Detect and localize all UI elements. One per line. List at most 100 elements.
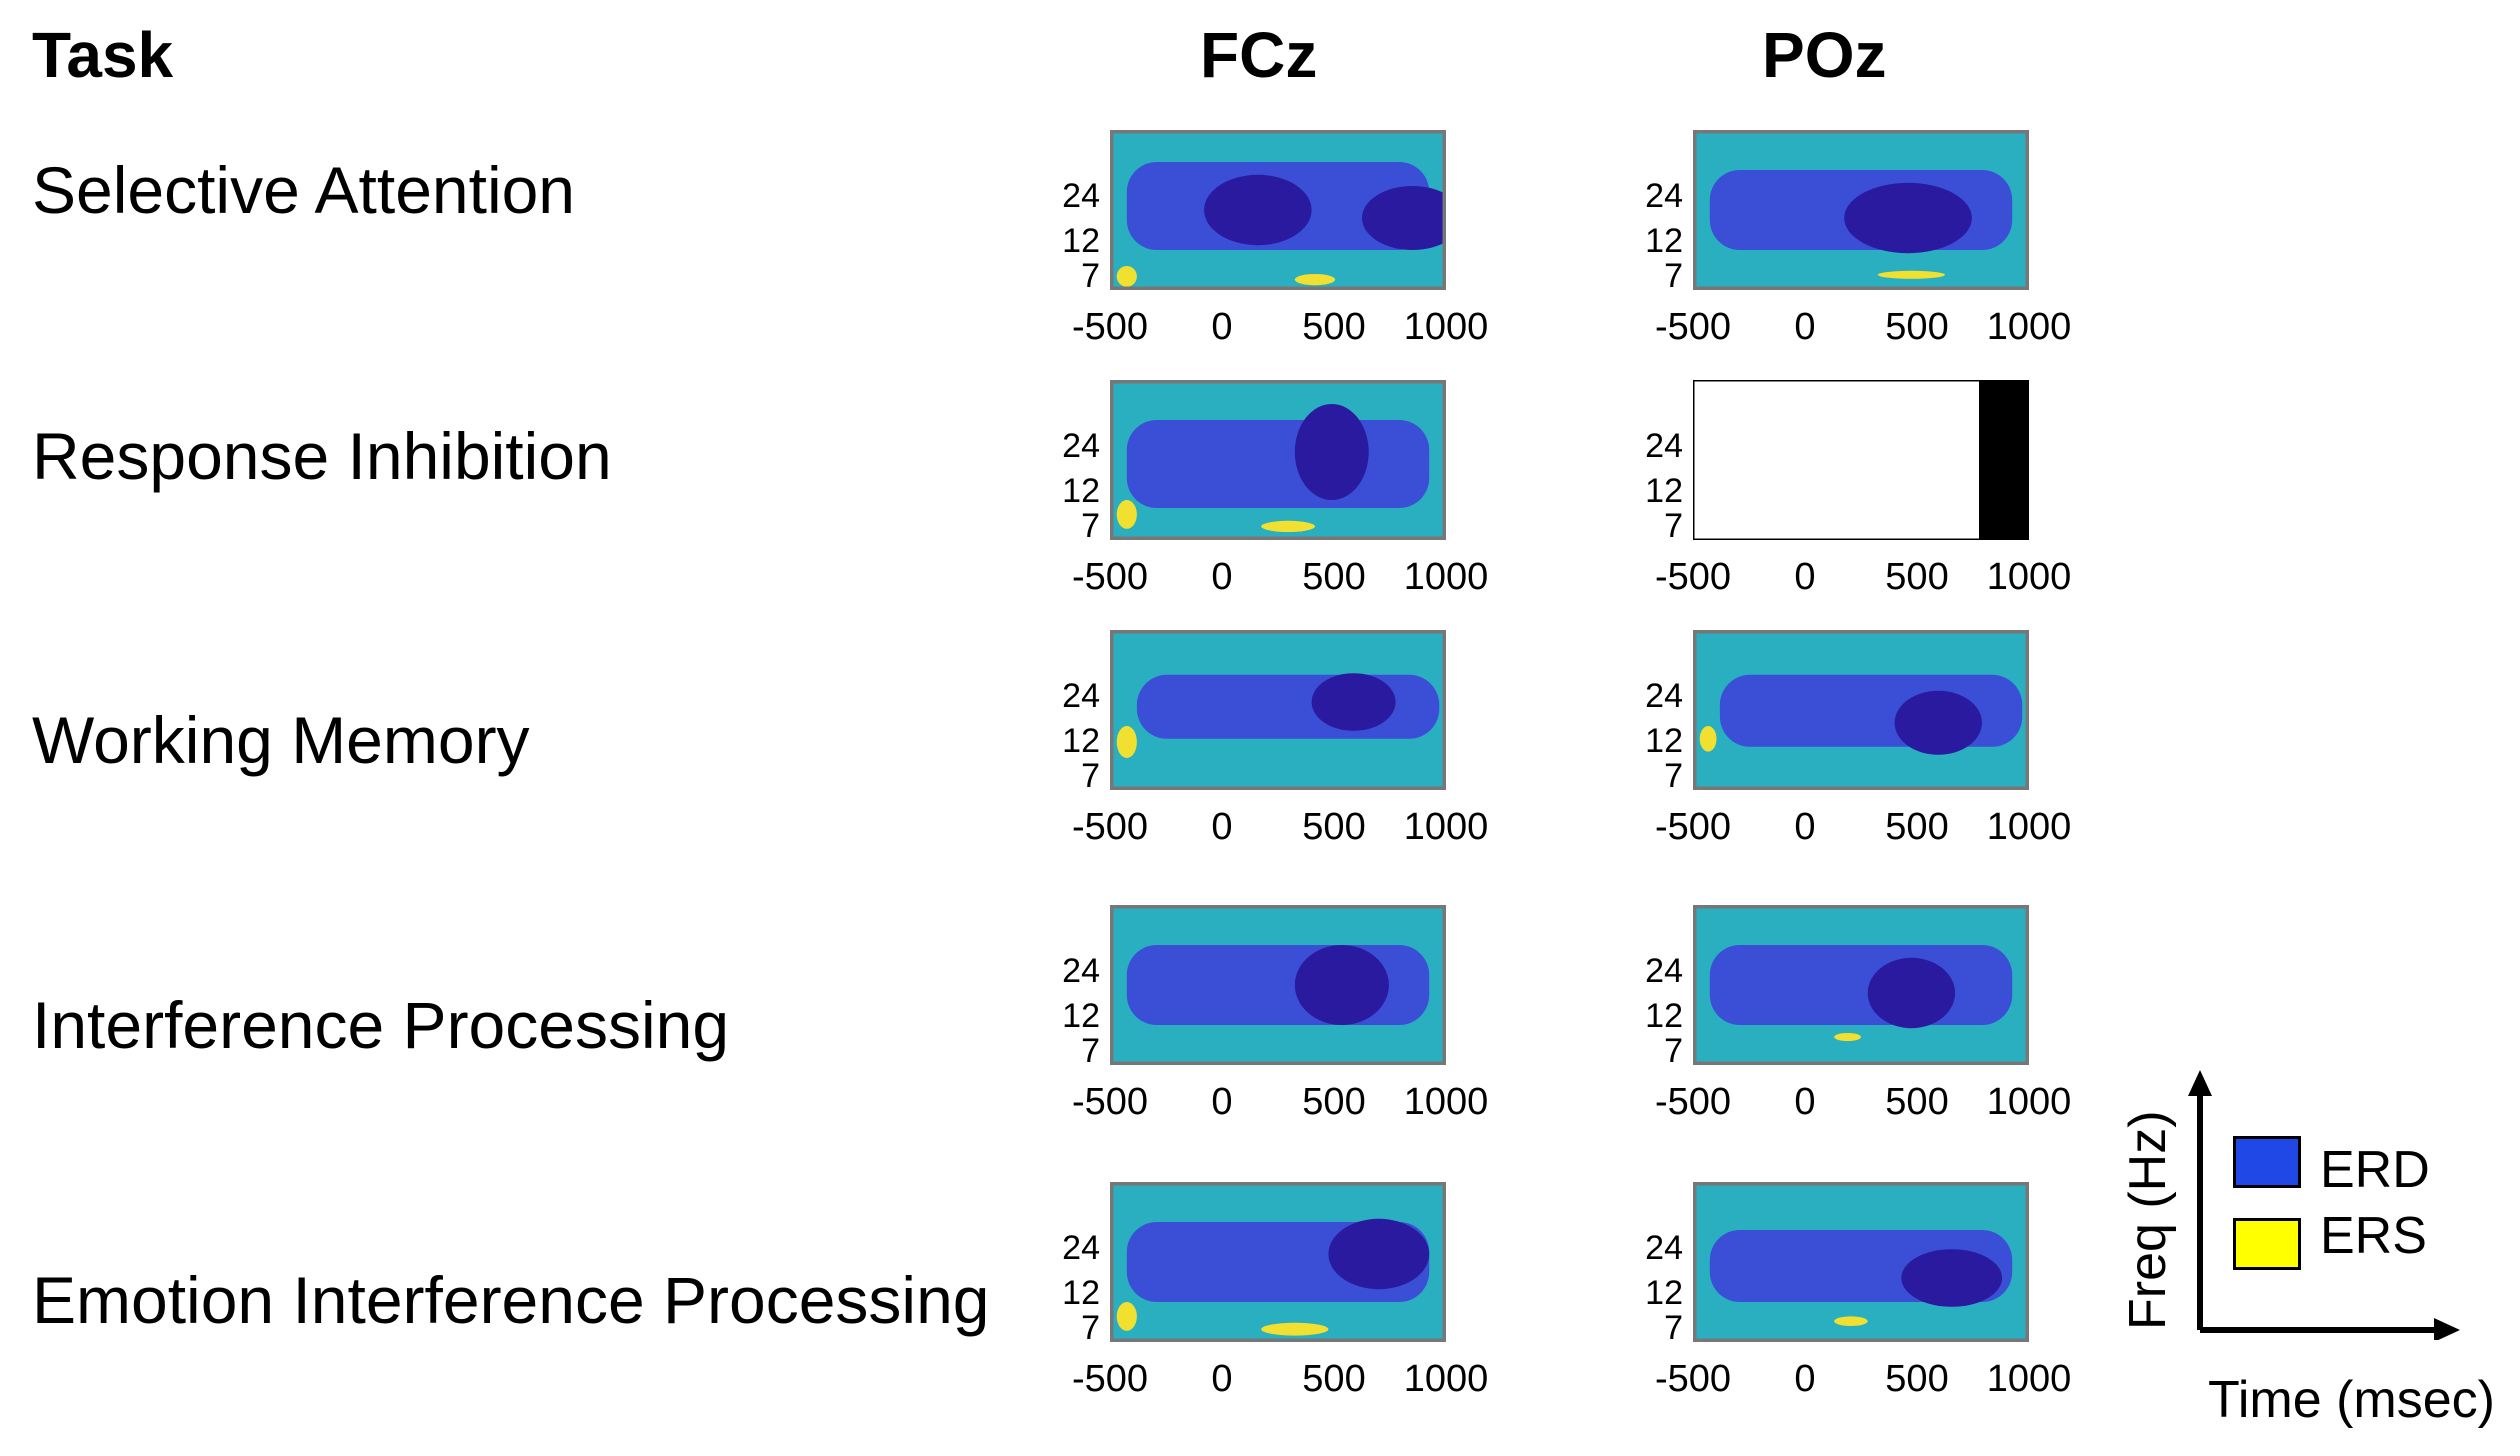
y-tick-label: 24 — [1062, 427, 1100, 466]
heatmap-svg — [1693, 130, 2029, 290]
y-tick-label: 12 — [1645, 722, 1683, 760]
y-tick-label: 7 — [1081, 757, 1100, 796]
heatmap-panel: 24 12 7 -500 0 500 1000 — [1645, 630, 2071, 860]
y-tick-label: 12 — [1645, 1274, 1683, 1312]
x-tick-label: 1000 — [1403, 306, 1489, 348]
heatmap-panel: 24 12 7 -500 0 500 1000 — [1062, 380, 1488, 610]
heatmap-svg — [1110, 1182, 1446, 1342]
y-tick-label: 12 — [1062, 997, 1100, 1035]
x-tick-label: -500 — [1654, 1358, 1732, 1400]
empty-panel-background — [1693, 380, 2029, 540]
y-tick-label: 24 — [1062, 1229, 1100, 1268]
heatmap-frame — [1693, 630, 2029, 790]
x-tick-label: 500 — [1885, 806, 1949, 848]
x-tick-label: 0 — [1794, 306, 1816, 348]
y-tick-label: 7 — [1081, 1032, 1100, 1071]
ers-region — [1294, 274, 1336, 286]
x-tick-label: 0 — [1211, 556, 1233, 598]
x-tick-label: -500 — [1071, 556, 1149, 598]
fcz-column-header: FCz — [1200, 19, 1318, 91]
y-tick-label: 12 — [1062, 222, 1100, 260]
erd-strong-region — [1894, 690, 1982, 755]
x-tick-label: 500 — [1885, 1358, 1949, 1400]
heatmap-svg — [1110, 130, 1446, 290]
task-label-selective-attention: Selective Attention — [32, 153, 576, 227]
y-tick-label: 7 — [1081, 257, 1100, 296]
x-tick-label: 1000 — [1403, 806, 1489, 848]
ers-region — [1116, 1302, 1137, 1331]
heatmap-svg — [1110, 380, 1446, 540]
x-tick-label: 1000 — [1986, 1358, 2072, 1400]
erd-strong-region — [1901, 1249, 2003, 1307]
y-tick-label: 24 — [1062, 677, 1100, 716]
y-tick-label: 7 — [1664, 757, 1683, 796]
time-axis-title: Time (msec) — [2208, 1371, 2495, 1429]
erd-region — [1126, 420, 1430, 508]
heatmap-frame — [1110, 130, 1446, 290]
ers-region — [1834, 1316, 1868, 1326]
heatmap-panel: 24 12 7 -500 0 500 1000 — [1062, 130, 1488, 360]
y-tick-label: 7 — [1664, 1032, 1683, 1071]
task-label-interference-processing: Interference Processing — [32, 988, 730, 1062]
x-tick-label: 1000 — [1403, 556, 1489, 598]
y-tick-label: 24 — [1645, 677, 1683, 716]
ers-region — [1261, 520, 1315, 532]
x-tick-label: 1000 — [1986, 1081, 2072, 1123]
heatmap-svg — [1110, 630, 1446, 790]
x-tick-label: -500 — [1071, 806, 1149, 848]
erd-label: ERD — [2320, 1141, 2430, 1199]
x-tick-label: 0 — [1211, 806, 1233, 848]
y-tick-label: 24 — [1062, 952, 1100, 991]
ers-region — [1877, 270, 1945, 279]
heatmap-svg — [1693, 1182, 2029, 1342]
x-tick-label: -500 — [1654, 1081, 1732, 1123]
y-tick-label: 24 — [1645, 177, 1683, 216]
erd-strong-region — [1311, 673, 1396, 731]
y-tick-label: 12 — [1645, 222, 1683, 260]
x-tick-label: 500 — [1302, 556, 1366, 598]
x-tick-label: 500 — [1302, 306, 1366, 348]
task-label-emotion-interference-processing: Emotion Interference Processing — [32, 1263, 990, 1337]
x-tick-label: -500 — [1071, 1358, 1149, 1400]
heatmap-frame — [1693, 130, 2029, 290]
freq-axis-title: Freq (Hz) — [2119, 1110, 2177, 1330]
ers-region — [1834, 1033, 1861, 1041]
x-tick-label: -500 — [1071, 1081, 1149, 1123]
y-tick-label: 7 — [1081, 1309, 1100, 1348]
heatmap-frame — [1110, 905, 1446, 1065]
x-tick-label: 1000 — [1986, 306, 2072, 348]
x-tick-label: 1000 — [1986, 806, 2072, 848]
x-tick-label: 500 — [1302, 806, 1366, 848]
x-tick-label: 1000 — [1986, 556, 2072, 598]
ers-label: ERS — [2320, 1207, 2427, 1265]
y-tick-label: 12 — [1062, 472, 1100, 510]
poz-column-header: POz — [1762, 19, 1887, 91]
ers-region — [1699, 726, 1717, 752]
y-tick-label: 12 — [1645, 472, 1683, 510]
heatmap-frame — [1693, 905, 2029, 1065]
erd-strong-region — [1294, 945, 1389, 1025]
x-tick-label: 0 — [1211, 306, 1233, 348]
heatmap-panel: 24 12 7 -500 0 500 1000 — [1645, 380, 2071, 610]
heatmap-panel: 24 12 7 -500 0 500 1000 — [1645, 130, 2071, 360]
y-tick-label: 7 — [1664, 507, 1683, 546]
erd-region — [1709, 945, 2013, 1025]
ers-region — [1116, 726, 1137, 758]
erd-strong-region — [1362, 186, 1446, 250]
y-tick-label: 24 — [1645, 1229, 1683, 1268]
heatmap-panel: 24 12 7 -500 0 500 1000 — [1062, 630, 1488, 860]
heatmap-panel: 24 12 7 -500 0 500 1000 — [1645, 1182, 2071, 1412]
y-tick-label: 24 — [1645, 427, 1683, 466]
task-label-working-memory: Working Memory — [32, 703, 530, 777]
x-tick-label: 0 — [1794, 1358, 1816, 1400]
x-tick-label: -500 — [1654, 556, 1732, 598]
legend-axes — [2188, 1070, 2460, 1340]
erd-strong-region — [1294, 404, 1369, 500]
y-tick-label: 12 — [1062, 1274, 1100, 1312]
y-tick-label: 24 — [1645, 952, 1683, 991]
erd-strong-region — [1328, 1218, 1430, 1290]
x-tick-label: -500 — [1654, 306, 1732, 348]
heatmap-frame — [1110, 380, 1446, 540]
heatmap-panel: 24 12 7 -500 0 500 1000 — [1062, 905, 1488, 1135]
ers-region — [1116, 266, 1137, 287]
